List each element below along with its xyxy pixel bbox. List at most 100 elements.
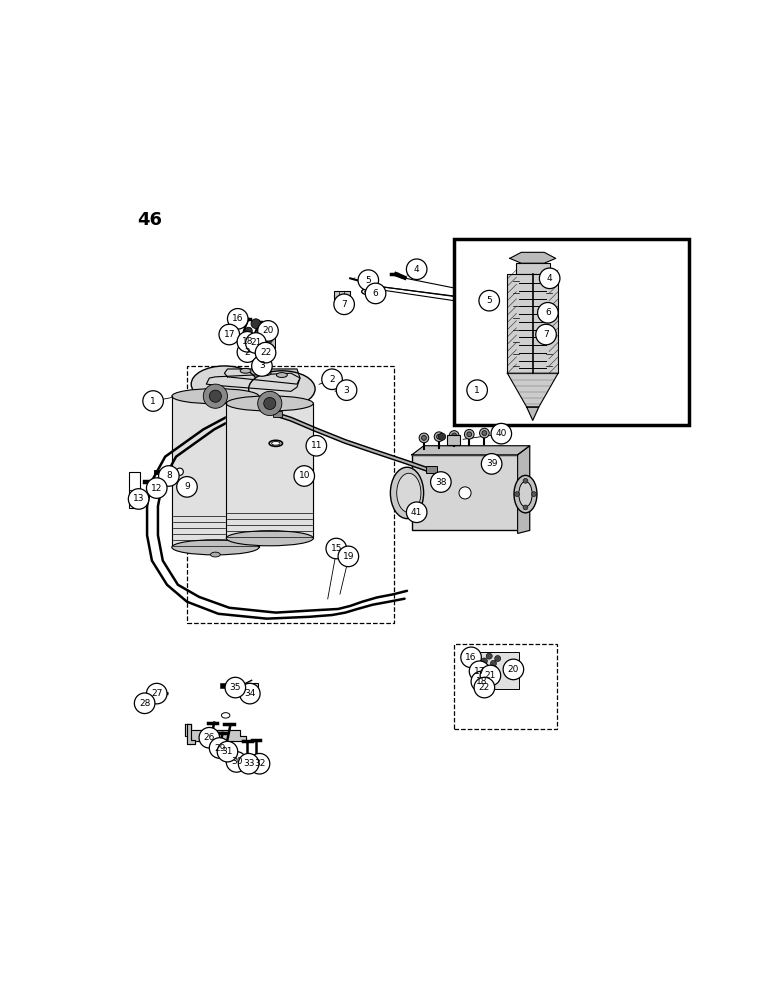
Ellipse shape [226, 531, 314, 546]
Circle shape [437, 434, 441, 439]
Circle shape [503, 659, 523, 680]
Circle shape [199, 727, 220, 748]
Circle shape [481, 658, 488, 664]
Circle shape [536, 324, 556, 345]
Circle shape [480, 665, 501, 686]
Text: 7: 7 [543, 330, 549, 339]
Circle shape [334, 294, 354, 315]
Circle shape [239, 753, 259, 774]
Ellipse shape [240, 368, 251, 373]
Text: 3: 3 [344, 386, 349, 395]
Circle shape [147, 683, 167, 704]
Circle shape [255, 342, 276, 363]
Text: 30: 30 [231, 757, 243, 766]
Circle shape [252, 356, 272, 376]
Ellipse shape [142, 699, 150, 704]
Circle shape [474, 677, 495, 698]
Circle shape [464, 429, 474, 439]
Text: 16: 16 [232, 314, 243, 323]
Circle shape [306, 435, 327, 456]
Ellipse shape [211, 552, 220, 557]
Text: 6: 6 [373, 289, 378, 298]
Circle shape [523, 478, 528, 483]
Circle shape [225, 677, 246, 698]
Bar [239, 683, 257, 692]
Text: 17: 17 [473, 667, 485, 676]
Circle shape [257, 338, 262, 343]
Circle shape [421, 435, 427, 440]
Circle shape [481, 454, 502, 474]
Polygon shape [526, 407, 539, 420]
Bar [454, 644, 557, 729]
Circle shape [338, 546, 359, 567]
Text: 20: 20 [262, 326, 274, 335]
Circle shape [129, 489, 149, 509]
Circle shape [491, 423, 512, 444]
Text: 10: 10 [299, 471, 310, 480]
Circle shape [251, 319, 261, 328]
Circle shape [358, 270, 378, 290]
Bar [335, 291, 349, 299]
Text: 46: 46 [136, 211, 161, 229]
Circle shape [219, 324, 239, 345]
Text: 31: 31 [222, 747, 233, 756]
Ellipse shape [172, 389, 259, 404]
Circle shape [495, 656, 501, 662]
Circle shape [251, 338, 256, 343]
Bar [483, 666, 497, 677]
Circle shape [326, 538, 346, 559]
Bar [507, 274, 558, 373]
Circle shape [336, 380, 356, 400]
Bar [187, 366, 394, 623]
Text: 1: 1 [151, 397, 156, 406]
Text: 21: 21 [484, 671, 496, 680]
Text: 5: 5 [366, 276, 371, 285]
Circle shape [434, 432, 444, 442]
Text: 18: 18 [476, 677, 487, 686]
Text: 15: 15 [331, 544, 342, 553]
Bar [426, 466, 437, 473]
Circle shape [419, 433, 429, 443]
Text: 12: 12 [151, 484, 162, 493]
Text: 27: 27 [151, 689, 162, 698]
Text: 33: 33 [243, 759, 254, 768]
Ellipse shape [365, 290, 372, 293]
Circle shape [177, 477, 197, 497]
Text: 38: 38 [435, 478, 447, 487]
Text: 20: 20 [508, 665, 519, 674]
Circle shape [264, 397, 276, 409]
Bar [412, 455, 518, 530]
Circle shape [217, 741, 238, 762]
Bar [454, 239, 689, 425]
Circle shape [237, 342, 257, 362]
Circle shape [238, 320, 245, 327]
Text: 17: 17 [224, 330, 235, 339]
Text: 26: 26 [204, 733, 215, 742]
Ellipse shape [260, 371, 271, 376]
Ellipse shape [514, 475, 537, 513]
Circle shape [257, 391, 282, 416]
Text: 40: 40 [495, 429, 507, 438]
Polygon shape [507, 373, 558, 407]
Text: 9: 9 [184, 482, 190, 491]
Text: 1: 1 [474, 386, 480, 395]
Text: 4: 4 [414, 265, 420, 274]
Polygon shape [518, 446, 530, 533]
Circle shape [467, 380, 488, 400]
Bar [516, 263, 550, 274]
Circle shape [245, 327, 252, 335]
Circle shape [540, 268, 560, 289]
Text: 19: 19 [342, 552, 354, 561]
Text: 34: 34 [244, 689, 256, 698]
Circle shape [470, 661, 490, 682]
Text: 13: 13 [133, 494, 144, 503]
Circle shape [495, 427, 505, 437]
Text: 16: 16 [466, 653, 477, 662]
Circle shape [209, 738, 230, 758]
Ellipse shape [276, 373, 287, 377]
Text: 21: 21 [250, 338, 261, 347]
Circle shape [461, 647, 481, 668]
Circle shape [459, 487, 471, 499]
Circle shape [250, 753, 270, 774]
Ellipse shape [362, 289, 375, 295]
